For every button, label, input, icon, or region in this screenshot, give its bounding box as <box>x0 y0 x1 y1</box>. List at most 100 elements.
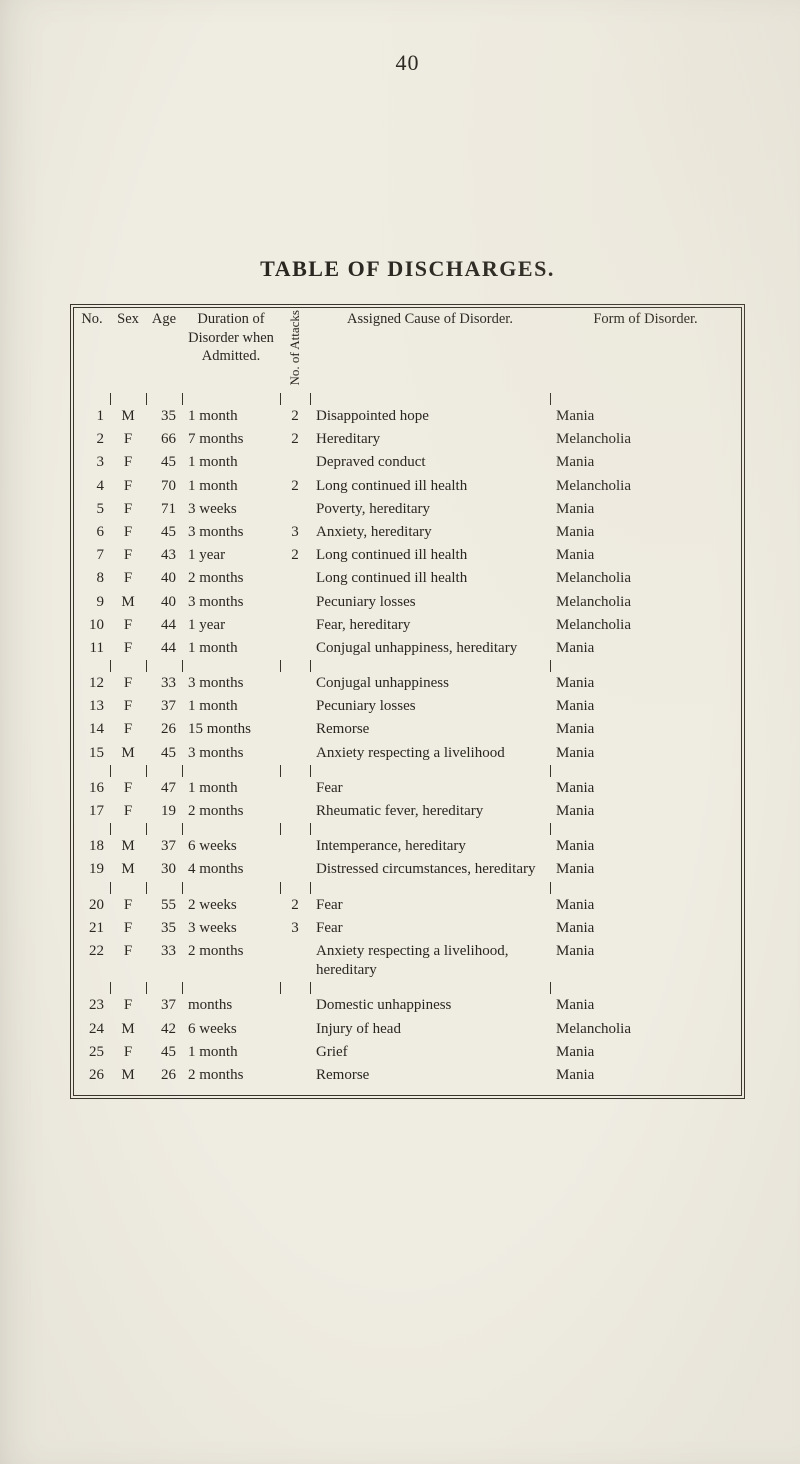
cell-form: Melancholia <box>550 428 741 451</box>
cell-form: Mania <box>550 894 741 917</box>
cell-form: Mania <box>550 451 741 474</box>
cell-form: Mania <box>550 544 741 567</box>
cell-age: 55 <box>146 894 182 917</box>
cell-no: 9 <box>74 591 110 614</box>
cell-sex: M <box>110 405 146 428</box>
cell-sex: M <box>110 591 146 614</box>
cell-attacks: 2 <box>280 894 310 917</box>
cell-attacks <box>280 498 310 521</box>
cell-form: Mania <box>550 994 741 1017</box>
cell-duration: 2 months <box>182 800 280 823</box>
cell-sex: F <box>110 994 146 1017</box>
cell-no: 23 <box>74 994 110 1017</box>
cell-sex: F <box>110 498 146 521</box>
cell-attacks: 3 <box>280 917 310 940</box>
cell-attacks <box>280 1041 310 1064</box>
table-title: TABLE OF DISCHARGES. <box>70 256 745 282</box>
table-row: 21F353 weeks3FearMania <box>74 917 741 940</box>
cell-no: 11 <box>74 637 110 660</box>
row-gap <box>74 823 741 835</box>
cell-form: Mania <box>550 800 741 823</box>
cell-form: Melancholia <box>550 475 741 498</box>
cell-duration: 7 months <box>182 428 280 451</box>
cell-no: 25 <box>74 1041 110 1064</box>
cell-age: 37 <box>146 994 182 1017</box>
table-row: 13F371 monthPecuniary lossesMania <box>74 695 741 718</box>
cell-age: 47 <box>146 777 182 800</box>
cell-cause: Fear <box>310 777 550 800</box>
cell-form: Mania <box>550 695 741 718</box>
cell-no: 16 <box>74 777 110 800</box>
table-row: 4F701 month2Long continued ill healthMel… <box>74 475 741 498</box>
cell-duration: 6 weeks <box>182 835 280 858</box>
cell-form: Mania <box>550 917 741 940</box>
cell-no: 15 <box>74 742 110 765</box>
row-gap <box>74 882 741 894</box>
cell-duration: 2 months <box>182 1064 280 1095</box>
cell-cause: Long continued ill health <box>310 475 550 498</box>
cell-age: 71 <box>146 498 182 521</box>
cell-sex: F <box>110 544 146 567</box>
cell-form: Mania <box>550 858 741 881</box>
cell-no: 14 <box>74 718 110 741</box>
cell-cause: Pecuniary losses <box>310 695 550 718</box>
cell-cause: Depraved conduct <box>310 451 550 474</box>
cell-attacks <box>280 1064 310 1095</box>
cell-sex: M <box>110 742 146 765</box>
col-header-form: Form of Disorder. <box>550 308 741 393</box>
cell-cause: Poverty, hereditary <box>310 498 550 521</box>
cell-attacks <box>280 1018 310 1041</box>
cell-cause: Grief <box>310 1041 550 1064</box>
cell-duration: 3 months <box>182 742 280 765</box>
cell-no: 24 <box>74 1018 110 1041</box>
cell-attacks <box>280 777 310 800</box>
cell-cause: Pecuniary losses <box>310 591 550 614</box>
table-row: 26M262 monthsRemorseMania <box>74 1064 741 1095</box>
cell-cause: Hereditary <box>310 428 550 451</box>
cell-duration: 1 month <box>182 695 280 718</box>
cell-attacks <box>280 835 310 858</box>
table-row: 9M403 monthsPecuniary lossesMelancholia <box>74 591 741 614</box>
cell-cause: Fear <box>310 917 550 940</box>
cell-duration: months <box>182 994 280 1017</box>
cell-no: 26 <box>74 1064 110 1095</box>
cell-cause: Domestic unhappiness <box>310 994 550 1017</box>
cell-attacks: 3 <box>280 521 310 544</box>
cell-duration: 3 months <box>182 672 280 695</box>
table-row: 25F451 monthGriefMania <box>74 1041 741 1064</box>
cell-cause: Conjugal unhappiness <box>310 672 550 695</box>
table-frame-inner: No. Sex Age Duration of Disorder when Ad… <box>73 307 742 1096</box>
table-frame-outer: No. Sex Age Duration of Disorder when Ad… <box>70 304 745 1099</box>
table-row: 7F431 year2Long continued ill healthMani… <box>74 544 741 567</box>
cell-age: 40 <box>146 591 182 614</box>
col-header-sex: Sex <box>110 308 146 393</box>
col-header-attacks-label: No. of Attacks <box>288 310 302 385</box>
cell-cause: Disappointed hope <box>310 405 550 428</box>
row-gap <box>74 393 741 405</box>
table-row: 3F451 monthDepraved conductMania <box>74 451 741 474</box>
cell-form: Mania <box>550 405 741 428</box>
cell-cause: Rheumatic fever, here­ditary <box>310 800 550 823</box>
table-row: 8F402 monthsLong continued ill healthMel… <box>74 567 741 590</box>
cell-age: 19 <box>146 800 182 823</box>
table-row: 24M426 weeksInjury of headMelancholia <box>74 1018 741 1041</box>
cell-duration: 3 weeks <box>182 498 280 521</box>
cell-age: 42 <box>146 1018 182 1041</box>
cell-age: 44 <box>146 614 182 637</box>
cell-age: 35 <box>146 405 182 428</box>
cell-sex: M <box>110 1018 146 1041</box>
cell-sex: F <box>110 475 146 498</box>
cell-form: Mania <box>550 498 741 521</box>
cell-no: 8 <box>74 567 110 590</box>
cell-attacks: 2 <box>280 428 310 451</box>
cell-attacks: 2 <box>280 544 310 567</box>
cell-attacks <box>280 940 310 982</box>
col-header-duration: Duration of Disorder when Admitted. <box>182 308 280 393</box>
cell-sex: F <box>110 614 146 637</box>
cell-attacks <box>280 451 310 474</box>
table-header: No. Sex Age Duration of Disorder when Ad… <box>74 308 741 393</box>
cell-duration: 1 month <box>182 637 280 660</box>
cell-sex: F <box>110 521 146 544</box>
table-row: 22F332 monthsAnxiety respecting a liveli… <box>74 940 741 982</box>
cell-sex: M <box>110 1064 146 1095</box>
